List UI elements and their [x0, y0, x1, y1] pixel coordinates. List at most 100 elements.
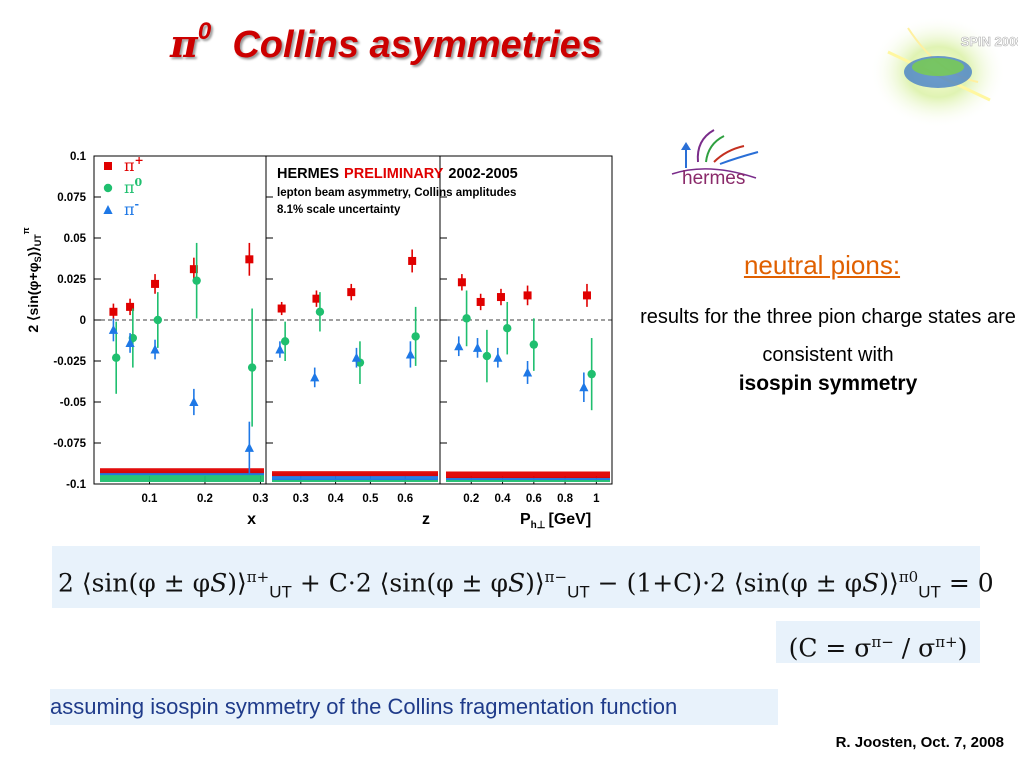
- data-point: [522, 367, 533, 377]
- systematic-band: [100, 470, 264, 482]
- data-point: [189, 265, 198, 274]
- data-point: [587, 369, 596, 379]
- x-tick-label: 1: [593, 493, 600, 505]
- chart-title: HERMES PRELIMINARY 2002-2005: [277, 166, 518, 182]
- hermes-logo-text: hermes: [682, 168, 745, 189]
- data-point: [315, 307, 325, 316]
- data-point: [454, 341, 464, 351]
- legend-marker: [103, 205, 113, 214]
- spin-2008-logo: SPIN 2008: [870, 16, 1018, 128]
- y-tick-label: 0.05: [64, 233, 87, 245]
- data-point: [244, 442, 254, 452]
- systematic-band: [272, 471, 438, 477]
- y-tick-label: 0: [80, 315, 86, 327]
- data-point: [109, 307, 118, 316]
- data-point: [523, 291, 532, 300]
- data-point: [108, 324, 119, 334]
- title-symbol: π: [170, 21, 198, 66]
- data-point: [189, 397, 199, 406]
- data-point: [472, 342, 483, 352]
- x-axis-label: z: [422, 511, 430, 528]
- data-point: [503, 324, 512, 333]
- x-tick-label: 0.6: [526, 493, 542, 505]
- data-point: [493, 352, 503, 362]
- collins-asymmetry-chart: 0.1 0.075 0.05 0.025 0 -0.025 -0.05 -0.075 -0.1 0…: [21, 151, 613, 531]
- x-tick-label: 0.1: [141, 493, 158, 505]
- legend-marker: [103, 183, 113, 193]
- y-tick-label: -0.1: [66, 479, 86, 491]
- slide-title: π0 Collins asymmetries: [170, 18, 730, 74]
- cross-section-ratio-equation: (C = σπ− / σπ+): [776, 621, 980, 663]
- data-point: [280, 337, 290, 346]
- x-tick-label: 0.4: [328, 493, 345, 505]
- y-tick-label: 0.1: [70, 151, 87, 163]
- y-tick-label: 0.025: [57, 274, 86, 286]
- data-point: [153, 315, 163, 325]
- systematic-band: [446, 471, 610, 479]
- legend: π+π0π-: [103, 154, 144, 219]
- data-point: [111, 353, 121, 362]
- legend-label: π+: [124, 154, 144, 175]
- y-tick-label: -0.025: [53, 356, 86, 368]
- x-axis-label: Ph⊥ [GeV]: [520, 511, 591, 531]
- plot-panels: 0.1 0.075 0.05 0.025 0 -0.025 -0.05 -0.075 -0.1 0…: [53, 151, 613, 531]
- data-point: [347, 288, 356, 297]
- data-point: [150, 344, 160, 354]
- data-point: [151, 279, 160, 288]
- data-point: [476, 297, 485, 306]
- data-point: [496, 293, 505, 302]
- x-tick-label: 0.5: [362, 493, 379, 505]
- y-tick-label: -0.05: [60, 397, 87, 409]
- systematic-band: [100, 471, 264, 476]
- data-point: [462, 314, 471, 323]
- y-axis-label: 2 ⟨sin(φ+φS)⟩UTπ: [21, 227, 43, 332]
- data-point: [245, 255, 254, 264]
- x-tick-label: 0.6: [397, 493, 413, 505]
- isospin-symmetry-text: isospin symmetry: [738, 372, 918, 395]
- data-point: [582, 291, 591, 300]
- y-tick-label: 0.075: [57, 192, 86, 204]
- x-tick-label: 0.3: [293, 493, 309, 505]
- x-tick-label: 0.4: [495, 493, 512, 505]
- data-point: [408, 256, 417, 265]
- data-point: [351, 352, 362, 362]
- data-point: [312, 294, 321, 303]
- hermes-logo: hermes: [671, 129, 759, 189]
- title-text: Collins asymmetries: [232, 24, 602, 66]
- neutral-pions-heading: neutral pions:: [743, 250, 901, 280]
- systematic-band: [446, 476, 610, 481]
- x-tick-label: 0.3: [252, 493, 268, 505]
- data-point: [482, 351, 492, 361]
- chart-subtitle: lepton beam asymmetry, Collins amplitude…: [277, 187, 516, 199]
- legend-label: π0: [124, 176, 143, 197]
- author-date-footer: R. Joosten, Oct. 7, 2008: [835, 734, 1004, 751]
- data-point: [277, 304, 286, 313]
- legend-marker: [104, 162, 112, 170]
- x-axis-label: x: [247, 511, 256, 528]
- chart-scale-note: 8.1% scale uncertainty: [277, 204, 401, 216]
- data-point: [457, 278, 466, 287]
- x-tick-label: 0.8: [557, 493, 574, 505]
- spin-logo-text: SPIN 2008: [961, 34, 1018, 49]
- data-point: [275, 344, 285, 354]
- isospin-relation-equation: 2 ⟨sin(φ ± φS)⟩π+UT + C·2 ⟨sin(φ ± φS)⟩π…: [52, 546, 994, 608]
- y-tick-label: -0.075: [53, 438, 86, 450]
- assumption-text: assuming isospin symmetry of the Collins…: [50, 689, 778, 725]
- title-superscript: 0: [197, 18, 212, 45]
- data-point: [579, 382, 589, 392]
- x-tick-label: 0.2: [197, 493, 213, 505]
- data-point: [247, 363, 257, 372]
- systematic-band: [446, 478, 610, 482]
- consistency-text: results for the three pion charge states…: [640, 306, 1016, 366]
- data-point: [411, 332, 420, 341]
- data-point: [529, 340, 539, 349]
- x-tick-label: 0.2: [463, 493, 479, 505]
- data-point: [192, 276, 201, 285]
- data-point: [125, 337, 135, 347]
- systematic-band: [272, 478, 438, 482]
- legend-label: π-: [124, 198, 139, 219]
- data-point: [126, 302, 135, 311]
- data-point: [310, 372, 320, 382]
- systematic-band: [100, 468, 264, 474]
- systematic-band: [272, 473, 438, 481]
